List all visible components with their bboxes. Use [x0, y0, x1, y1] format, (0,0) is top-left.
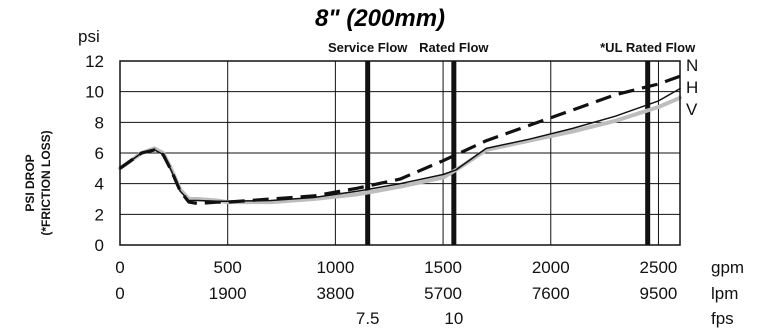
x-tick-label-gpm: 2500 — [640, 258, 678, 277]
x-tick-label-lpm: 7600 — [532, 284, 570, 303]
y-unit-label: psi — [78, 27, 100, 46]
grid — [120, 60, 680, 246]
x-unit-fps: fps — [711, 309, 734, 328]
flow-marker-label: *UL Rated Flow — [600, 40, 696, 55]
chart-title: 8" (200mm) — [315, 5, 445, 32]
series-lines — [118, 74, 682, 206]
x-tick-label-gpm: 0 — [115, 258, 124, 277]
x-tick-label-lpm: 1900 — [209, 284, 247, 303]
flow-markers: Service Flow Rated Flow *UL Rated Flow — [328, 40, 696, 245]
y-tick-labels: 0 2 4 6 8 10 12 — [85, 52, 104, 255]
x-tick-label-fps: 7.5 — [356, 309, 380, 328]
y-tick-label: 12 — [85, 52, 104, 71]
x-tick-label-gpm: 2000 — [532, 258, 570, 277]
x-tick-label-gpm: 1500 — [424, 258, 462, 277]
flow-marker-label: Rated Flow — [419, 40, 489, 55]
x-tick-label-fps: 10 — [444, 309, 463, 328]
y-axis-label-line-2: (*FRICTION LOSS) — [39, 130, 53, 235]
series-labels: NHV — [686, 56, 698, 119]
y-tick-label: 6 — [95, 144, 104, 163]
series-label-h: H — [686, 78, 698, 97]
x-unit-lpm: lpm — [711, 284, 738, 303]
flow-marker-label: Service Flow — [328, 40, 408, 55]
y-axis-label: PSI DROP (*FRICTION LOSS) — [23, 130, 53, 235]
y-tick-label: 8 — [95, 113, 104, 132]
series-line-n — [119, 74, 681, 206]
x-tick-labels: 0 500 1000 1500 2000 2500 gpm 0 1900 3800 5700 7600… — [115, 258, 744, 328]
y-axis-label-line-1: PSI DROP — [23, 154, 37, 211]
plot-frame — [119, 60, 681, 246]
x-unit-gpm: gpm — [711, 258, 744, 277]
x-tick-label-lpm: 5700 — [424, 284, 462, 303]
x-tick-label-gpm: 1000 — [316, 258, 354, 277]
x-tick-label-lpm: 9500 — [640, 284, 678, 303]
y-tick-label: 2 — [95, 205, 104, 224]
series-line-h — [119, 87, 681, 203]
series-label-n: N — [686, 56, 698, 75]
x-tick-label-gpm: 500 — [214, 258, 242, 277]
y-tick-label: 10 — [85, 83, 104, 102]
x-tick-label-lpm: 0 — [115, 284, 124, 303]
x-tick-label-lpm: 3800 — [316, 284, 354, 303]
series-label-v: V — [686, 100, 698, 119]
series-line-v — [118, 95, 682, 205]
y-tick-label: 0 — [95, 236, 104, 255]
y-tick-label: 4 — [95, 175, 104, 194]
